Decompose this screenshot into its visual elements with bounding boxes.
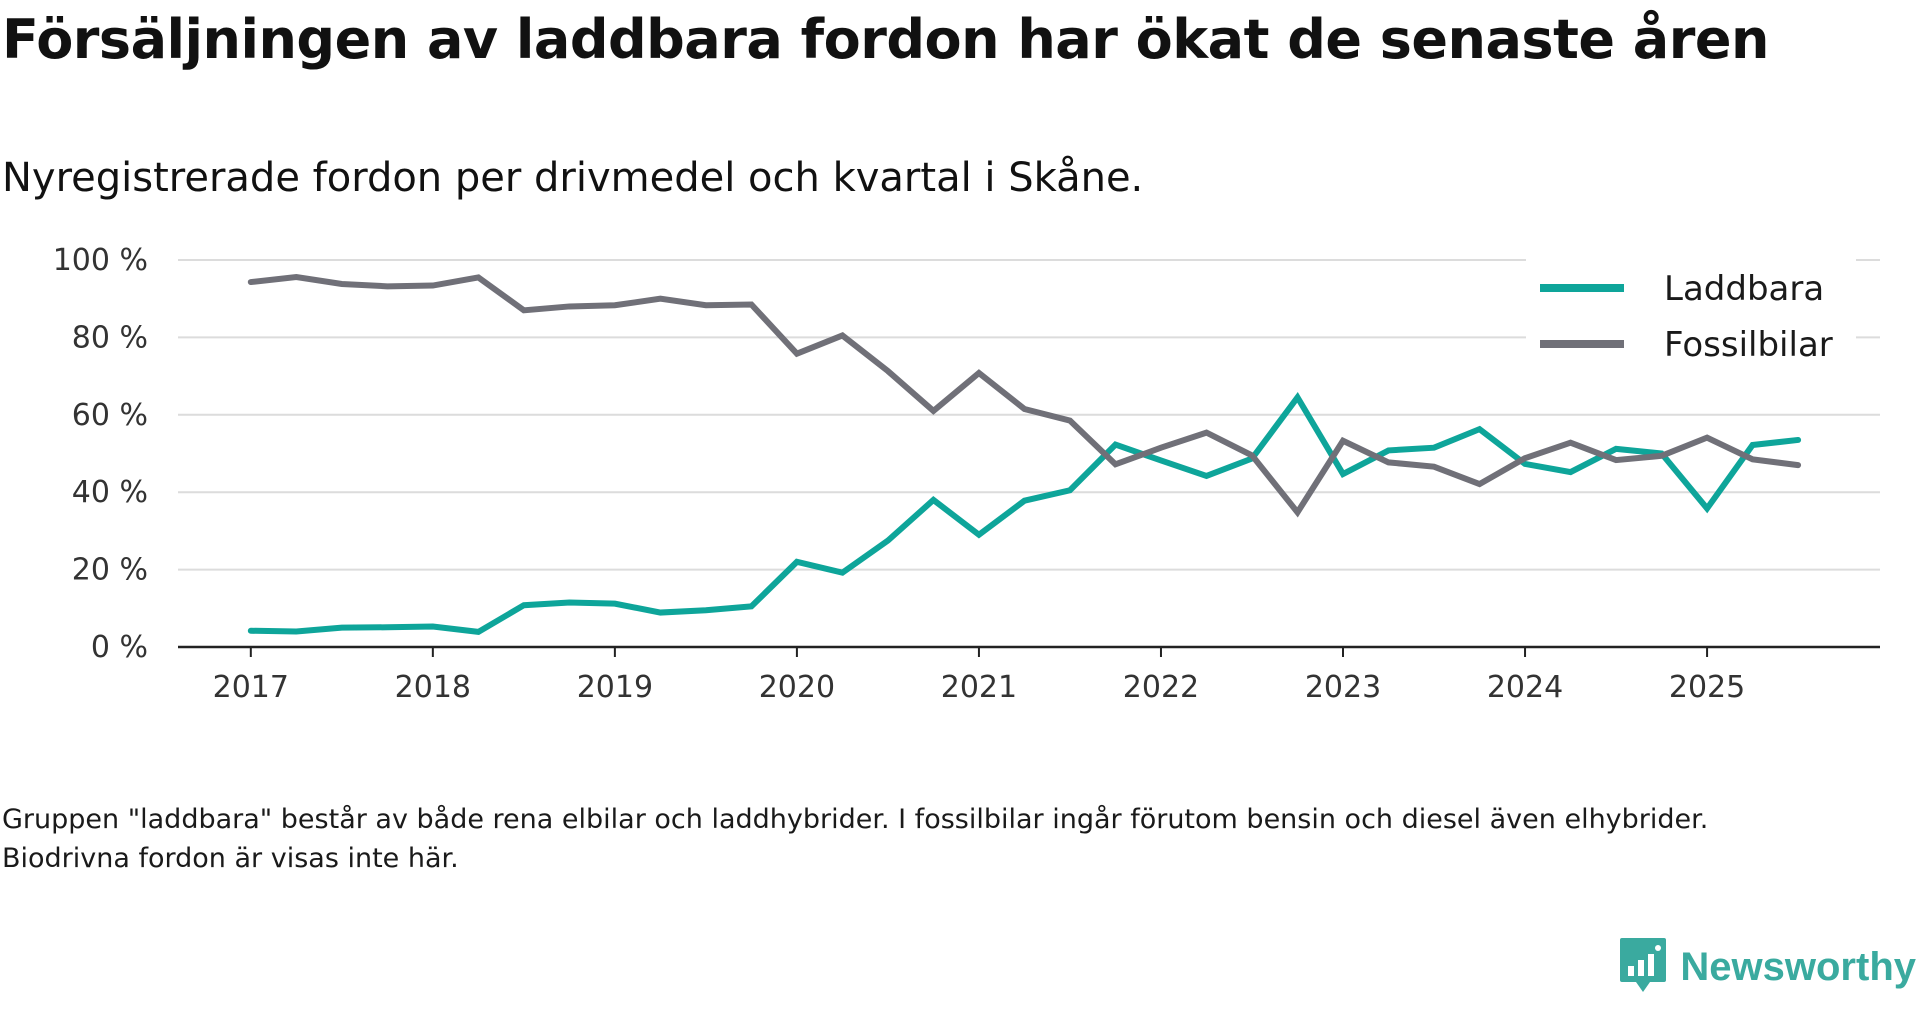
x-tick-label: 2025 — [1669, 670, 1745, 705]
x-tick-label: 2023 — [1305, 670, 1381, 705]
newsworthy-logo-icon — [1618, 936, 1668, 998]
legend: Laddbara Fossilbilar — [1526, 248, 1856, 388]
chart-title: Försäljningen av laddbara fordon har öka… — [2, 8, 1769, 71]
y-tick-label: 40 % — [72, 475, 148, 510]
x-tick-label: 2024 — [1487, 670, 1563, 705]
y-tick-label: 60 % — [72, 398, 148, 433]
brand-logo: Newsworthy — [1618, 932, 1916, 1002]
legend-label-fossilbilar: Fossilbilar — [1664, 325, 1833, 365]
series-line-laddbara — [247, 391, 1802, 636]
y-tick-label: 100 % — [53, 243, 148, 278]
y-tick-label: 80 % — [72, 320, 148, 355]
legend-label-laddbara: Laddbara — [1664, 269, 1824, 309]
x-tick-label: 2022 — [1123, 670, 1199, 705]
brand-name: Newsworthy — [1680, 944, 1916, 989]
series-lines — [247, 274, 1802, 636]
x-tick-label: 2017 — [213, 670, 289, 705]
y-tick-label: 0 % — [91, 630, 148, 665]
series-line-fossilbilar — [247, 274, 1802, 518]
x-tick-label: 2020 — [759, 670, 835, 705]
footnote: Gruppen "laddbara" består av både rena e… — [2, 804, 1709, 874]
x-tick-label: 2018 — [395, 670, 471, 705]
x-tick-label: 2019 — [577, 670, 653, 705]
chart-subtitle: Nyregistrerade fordon per drivmedel och … — [2, 155, 1144, 201]
axes: 0 % 20 % 40 % 60 % 80 % 100 % 2017 2018 2019 2020… — [53, 243, 1880, 705]
x-tick-label: 2021 — [941, 670, 1017, 705]
legend-background — [1526, 248, 1856, 388]
y-tick-label: 20 % — [72, 553, 148, 588]
